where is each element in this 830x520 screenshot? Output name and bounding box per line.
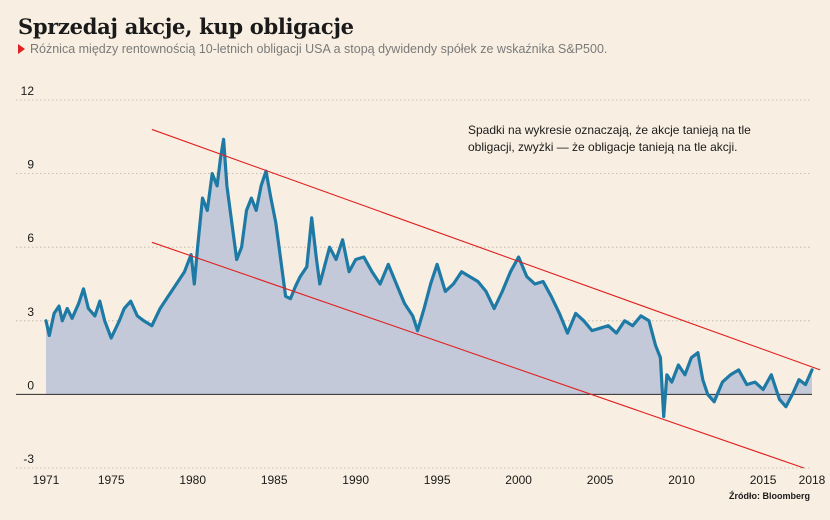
y-tick-label: 3 — [27, 305, 34, 319]
y-tick-label: 12 — [21, 84, 35, 98]
y-tick-label: 6 — [27, 231, 34, 245]
trend-line-lower — [151, 241, 805, 469]
x-tick-label: 2015 — [750, 473, 777, 487]
chart-subtitle: Różnica między rentownością 10-letnich o… — [18, 42, 607, 56]
x-tick-label: 2005 — [587, 473, 614, 487]
y-tick-label: -3 — [23, 452, 34, 466]
x-tick-label: 1985 — [261, 473, 288, 487]
source-note: Źródło: Bloomberg — [729, 491, 810, 501]
x-tick-label: 2010 — [668, 473, 695, 487]
series-line — [44, 137, 814, 419]
x-tick-label: 2000 — [505, 473, 532, 487]
triangle-marker-icon — [18, 44, 25, 54]
chart-annotation: Spadki na wykresie oznaczają, że akcje t… — [468, 123, 751, 154]
x-tick-label: 1995 — [424, 473, 451, 487]
x-tick-label: 1975 — [98, 473, 125, 487]
trend-line-upper — [151, 128, 821, 371]
x-tick-label: 2018 — [799, 473, 826, 487]
y-tick-label: 0 — [27, 378, 34, 392]
x-tick-label: 1990 — [342, 473, 369, 487]
x-tick-label: 1980 — [179, 473, 206, 487]
chart-title: Sprzedaj akcje, kup obligacje — [18, 14, 354, 39]
chart-subtitle-text: Różnica między rentownością 10-letnich o… — [30, 42, 608, 56]
x-tick-label: 1971 — [33, 473, 60, 487]
series-area — [46, 139, 812, 417]
y-tick-label: 9 — [27, 158, 34, 172]
